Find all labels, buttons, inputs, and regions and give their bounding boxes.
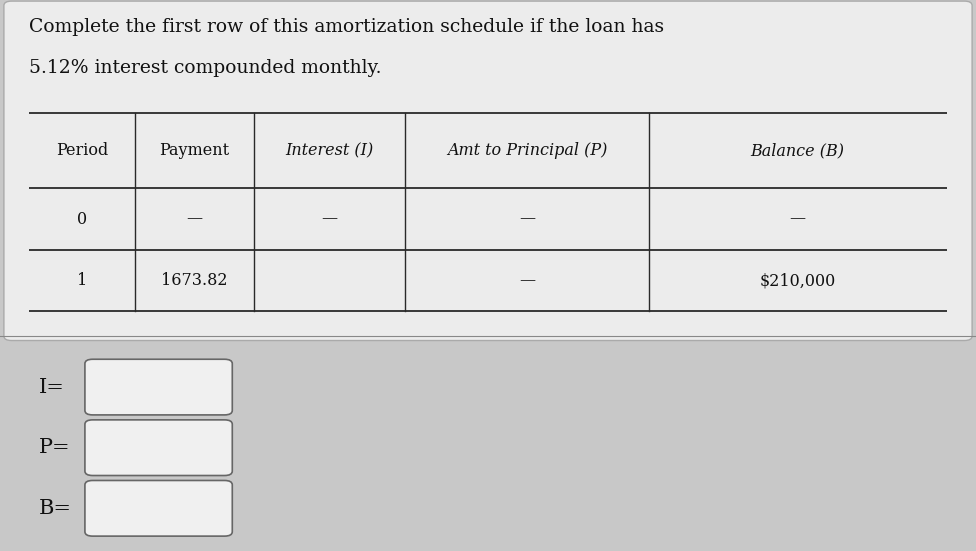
Text: B=: B= (39, 499, 72, 518)
Text: Amt to Principal (P): Amt to Principal (P) (447, 142, 607, 159)
Text: —: — (519, 210, 535, 228)
Text: Payment: Payment (159, 142, 229, 159)
FancyBboxPatch shape (85, 359, 232, 415)
Text: Period: Period (56, 142, 108, 159)
Text: 0: 0 (77, 210, 87, 228)
Text: P=: P= (39, 438, 70, 457)
Text: Complete the first row of this amortization schedule if the loan has: Complete the first row of this amortizat… (29, 18, 665, 36)
Text: —: — (322, 210, 338, 228)
Text: 1: 1 (77, 272, 87, 289)
FancyBboxPatch shape (85, 480, 232, 536)
Text: —: — (186, 210, 202, 228)
Text: —: — (519, 272, 535, 289)
Text: —: — (790, 210, 806, 228)
Text: $210,000: $210,000 (759, 272, 835, 289)
Text: 1673.82: 1673.82 (161, 272, 227, 289)
FancyBboxPatch shape (85, 420, 232, 476)
Text: Balance (B): Balance (B) (751, 142, 844, 159)
Text: 5.12% interest compounded monthly.: 5.12% interest compounded monthly. (29, 59, 382, 77)
Text: Interest (I): Interest (I) (286, 142, 374, 159)
Text: I=: I= (39, 377, 65, 397)
FancyBboxPatch shape (4, 1, 972, 341)
